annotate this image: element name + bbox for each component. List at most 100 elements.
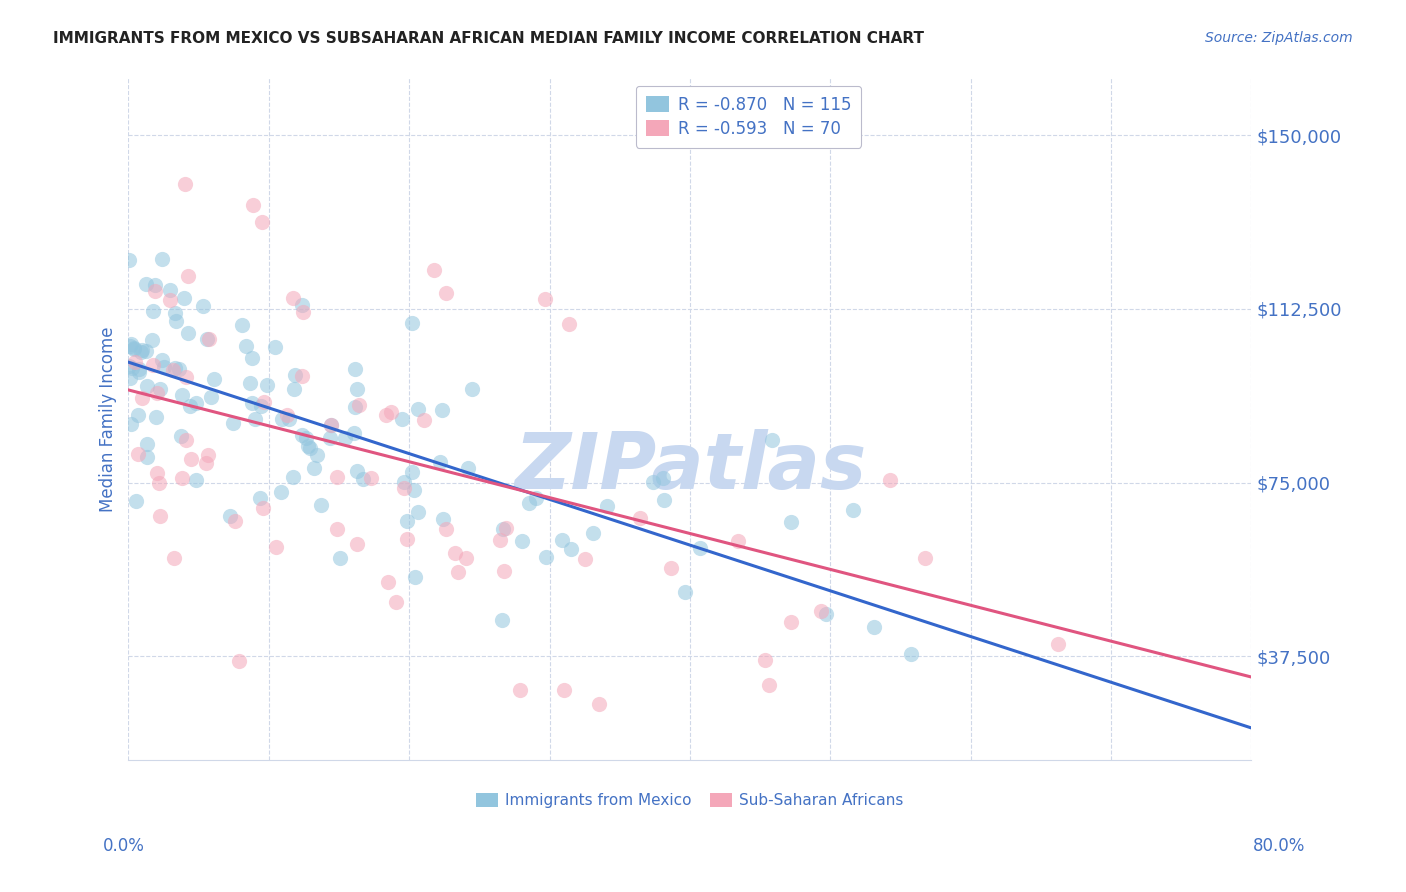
- Point: [309, 498, 332, 512]
- Point: [395, 514, 418, 528]
- Point: [242, 198, 264, 212]
- Point: [125, 493, 148, 508]
- Point: [162, 363, 184, 377]
- Point: [283, 291, 305, 305]
- Point: [118, 359, 141, 374]
- Point: [494, 564, 516, 578]
- Point: [343, 401, 366, 415]
- Point: [153, 360, 176, 375]
- Point: [641, 475, 664, 490]
- Point: [252, 500, 274, 515]
- Point: [810, 604, 832, 618]
- Point: [271, 412, 294, 426]
- Point: [333, 431, 356, 445]
- Point: [325, 523, 347, 537]
- Point: [879, 473, 901, 487]
- Point: [253, 394, 276, 409]
- Point: [135, 343, 157, 358]
- Point: [197, 448, 219, 462]
- Point: [180, 451, 202, 466]
- Point: [305, 448, 328, 462]
- Point: [408, 402, 430, 417]
- Point: [779, 515, 801, 529]
- Point: [524, 491, 547, 505]
- Point: [250, 399, 273, 413]
- Point: [163, 360, 186, 375]
- Point: [429, 455, 451, 469]
- Point: [628, 511, 651, 525]
- Point: [120, 339, 142, 353]
- Point: [263, 341, 285, 355]
- Point: [779, 615, 801, 629]
- Point: [128, 365, 150, 379]
- Point: [127, 409, 149, 423]
- Point: [492, 522, 515, 536]
- Point: [319, 417, 342, 432]
- Point: [117, 253, 139, 268]
- Point: [136, 437, 159, 451]
- Point: [321, 417, 343, 432]
- Point: [914, 551, 936, 566]
- Point: [222, 417, 245, 431]
- Y-axis label: Median Family Income: Median Family Income: [100, 326, 117, 512]
- Point: [129, 344, 152, 359]
- Text: 0.0%: 0.0%: [103, 837, 145, 855]
- Point: [652, 471, 675, 485]
- Point: [380, 405, 402, 419]
- Point: [146, 385, 169, 400]
- Point: [146, 466, 169, 480]
- Point: [347, 398, 370, 412]
- Point: [456, 550, 478, 565]
- Point: [434, 286, 457, 301]
- Point: [652, 493, 675, 508]
- Point: [488, 533, 510, 547]
- Point: [121, 361, 143, 376]
- Point: [120, 337, 142, 351]
- Point: [346, 382, 368, 396]
- Point: [219, 508, 242, 523]
- Point: [165, 313, 187, 327]
- Point: [249, 491, 271, 505]
- Point: [159, 283, 181, 297]
- Point: [202, 372, 225, 386]
- Point: [495, 520, 517, 534]
- Point: [194, 456, 217, 470]
- Point: [142, 304, 165, 318]
- Point: [491, 613, 513, 627]
- Legend: Immigrants from Mexico, Sub-Saharan Africans: Immigrants from Mexico, Sub-Saharan Afri…: [470, 787, 910, 814]
- Point: [195, 331, 218, 345]
- Point: [120, 417, 142, 431]
- Point: [176, 370, 198, 384]
- Point: [122, 342, 145, 356]
- Point: [191, 299, 214, 313]
- Point: [292, 305, 315, 319]
- Text: ZIPatlas: ZIPatlas: [513, 429, 866, 505]
- Point: [270, 484, 292, 499]
- Point: [118, 371, 141, 385]
- Text: Source: ZipAtlas.com: Source: ZipAtlas.com: [1205, 31, 1353, 45]
- Point: [553, 682, 575, 697]
- Point: [432, 512, 454, 526]
- Point: [551, 533, 574, 547]
- Point: [284, 368, 307, 382]
- Point: [343, 426, 366, 441]
- Point: [231, 318, 253, 333]
- Point: [375, 408, 398, 422]
- Point: [149, 382, 172, 396]
- Point: [761, 433, 783, 447]
- Point: [135, 378, 157, 392]
- Point: [509, 682, 531, 697]
- Point: [352, 472, 374, 486]
- Point: [574, 552, 596, 566]
- Point: [159, 293, 181, 307]
- Point: [179, 400, 201, 414]
- Point: [582, 526, 605, 541]
- Point: [588, 697, 610, 711]
- Point: [596, 499, 619, 513]
- Point: [396, 532, 419, 546]
- Point: [392, 481, 415, 495]
- Point: [174, 434, 197, 448]
- Point: [346, 537, 368, 551]
- Point: [298, 441, 321, 455]
- Point: [177, 326, 200, 340]
